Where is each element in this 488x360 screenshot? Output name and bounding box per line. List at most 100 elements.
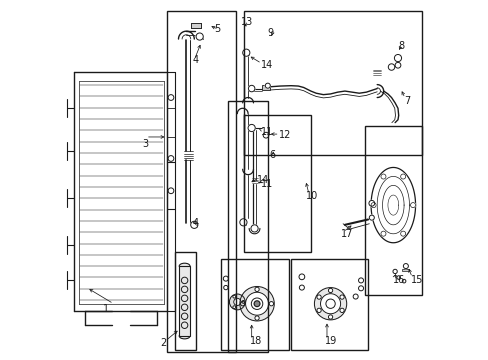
- Circle shape: [402, 279, 405, 283]
- Text: 14: 14: [260, 60, 272, 70]
- Text: 9: 9: [267, 28, 273, 38]
- Circle shape: [380, 174, 385, 179]
- Circle shape: [250, 225, 258, 232]
- Circle shape: [245, 292, 268, 315]
- Text: 14: 14: [257, 175, 269, 185]
- Circle shape: [320, 294, 340, 314]
- Circle shape: [242, 49, 249, 56]
- Bar: [364, 126, 421, 295]
- Circle shape: [223, 276, 228, 281]
- Circle shape: [239, 219, 246, 226]
- Circle shape: [181, 322, 187, 328]
- Bar: [290, 259, 367, 350]
- Circle shape: [396, 276, 400, 279]
- Circle shape: [339, 295, 344, 299]
- Circle shape: [181, 286, 187, 293]
- Circle shape: [394, 62, 400, 68]
- Circle shape: [410, 203, 415, 208]
- Circle shape: [265, 83, 270, 88]
- Circle shape: [269, 302, 273, 306]
- Circle shape: [263, 132, 268, 138]
- Circle shape: [254, 287, 259, 292]
- Circle shape: [400, 231, 405, 236]
- Circle shape: [358, 286, 363, 291]
- Ellipse shape: [179, 333, 190, 339]
- Circle shape: [380, 231, 385, 236]
- Circle shape: [254, 316, 259, 320]
- Text: 4: 4: [192, 55, 198, 65]
- Circle shape: [316, 308, 321, 312]
- Circle shape: [196, 33, 203, 40]
- Bar: [221, 259, 289, 350]
- Bar: [244, 116, 310, 252]
- Text: 12: 12: [278, 130, 290, 140]
- Text: 5: 5: [214, 24, 220, 35]
- Circle shape: [168, 156, 174, 161]
- Text: 10: 10: [305, 191, 317, 201]
- Text: 19: 19: [325, 336, 337, 346]
- Circle shape: [328, 288, 332, 293]
- Circle shape: [190, 221, 198, 228]
- Circle shape: [181, 304, 187, 311]
- Bar: [243, 53, 248, 55]
- Circle shape: [299, 285, 304, 290]
- Text: 11: 11: [260, 127, 272, 136]
- Circle shape: [242, 301, 244, 303]
- Text: 7: 7: [403, 96, 409, 106]
- Circle shape: [358, 278, 363, 283]
- Circle shape: [181, 313, 187, 319]
- Text: 6: 6: [269, 150, 275, 160]
- Text: 15: 15: [410, 275, 423, 285]
- Circle shape: [168, 95, 174, 100]
- Ellipse shape: [179, 263, 190, 269]
- Circle shape: [254, 301, 260, 307]
- Text: 17: 17: [341, 229, 353, 239]
- Bar: [228, 101, 267, 352]
- Bar: [262, 85, 270, 90]
- Text: 4: 4: [192, 218, 198, 228]
- Circle shape: [328, 315, 332, 319]
- Circle shape: [239, 287, 274, 321]
- Text: 16: 16: [392, 275, 405, 285]
- Circle shape: [368, 215, 373, 220]
- Circle shape: [387, 64, 394, 70]
- Bar: [191, 225, 196, 227]
- Circle shape: [370, 203, 375, 208]
- Bar: [244, 12, 421, 155]
- Bar: [240, 223, 245, 225]
- Circle shape: [232, 295, 235, 298]
- Circle shape: [368, 201, 374, 206]
- Text: 1: 1: [102, 304, 109, 314]
- Circle shape: [325, 299, 335, 309]
- Circle shape: [168, 188, 174, 194]
- Bar: [179, 266, 190, 336]
- Circle shape: [181, 295, 187, 302]
- Circle shape: [403, 264, 407, 269]
- Bar: [174, 252, 196, 350]
- Circle shape: [298, 274, 304, 280]
- Circle shape: [181, 277, 187, 284]
- Circle shape: [316, 295, 321, 299]
- Circle shape: [233, 298, 241, 306]
- Bar: [190, 23, 201, 28]
- Circle shape: [400, 174, 405, 179]
- Circle shape: [232, 306, 235, 309]
- Text: 13: 13: [241, 17, 253, 27]
- Circle shape: [394, 54, 401, 62]
- Circle shape: [251, 298, 262, 310]
- Circle shape: [314, 288, 346, 320]
- Text: 3: 3: [142, 139, 148, 149]
- Text: 8: 8: [398, 41, 404, 50]
- Circle shape: [352, 294, 357, 299]
- Text: 2: 2: [160, 338, 166, 348]
- Circle shape: [248, 85, 254, 92]
- Bar: [402, 269, 408, 271]
- Bar: [197, 37, 202, 39]
- Circle shape: [392, 269, 396, 274]
- Text: 18: 18: [249, 336, 262, 346]
- Bar: [167, 12, 235, 352]
- Circle shape: [339, 308, 344, 312]
- Circle shape: [247, 125, 255, 132]
- Circle shape: [240, 302, 244, 306]
- Circle shape: [229, 294, 244, 310]
